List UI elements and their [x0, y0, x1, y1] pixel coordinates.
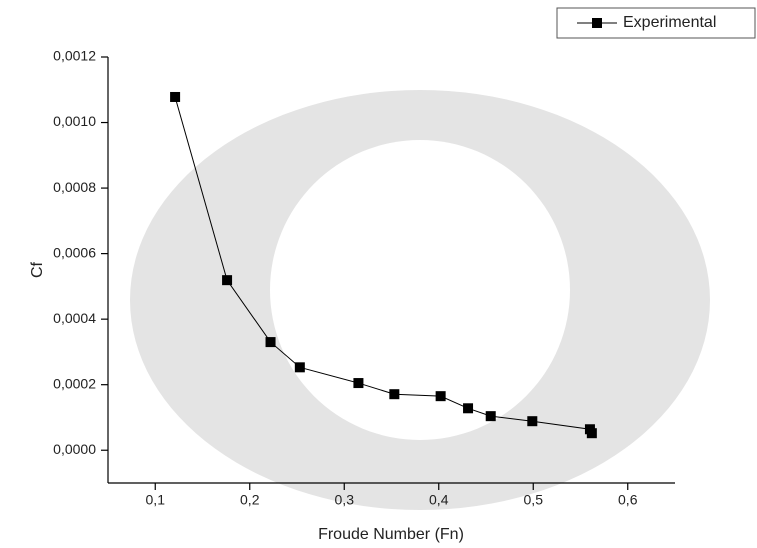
y-tick-label: 0,0002 — [53, 375, 96, 391]
data-point — [222, 275, 233, 286]
data-point — [435, 391, 446, 402]
y-tick-label: 0,0010 — [53, 113, 96, 129]
data-point — [353, 378, 364, 389]
watermark-inner — [270, 140, 570, 440]
legend-marker — [592, 18, 602, 28]
data-point — [389, 389, 400, 400]
x-tick-label: 0,5 — [524, 492, 544, 508]
y-tick-label: 0,0006 — [53, 244, 96, 260]
data-point — [265, 337, 276, 348]
data-point — [527, 416, 538, 427]
data-point — [485, 411, 496, 422]
data-point — [586, 428, 597, 439]
y-tick-label: 0,0004 — [53, 310, 96, 326]
legend: Experimental — [556, 7, 756, 39]
x-tick-label: 0,2 — [240, 492, 260, 508]
x-tick-label: 0,6 — [618, 492, 638, 508]
x-tick-label: 0,4 — [429, 492, 449, 508]
y-tick-label: 0,0008 — [53, 179, 96, 195]
x-tick-label: 0,1 — [146, 492, 166, 508]
data-point — [170, 91, 181, 102]
legend-label: Experimental — [623, 14, 716, 31]
x-tick-label: 0,3 — [335, 492, 355, 508]
y-tick-label: 0,0000 — [53, 441, 96, 457]
y-tick-label: 0,0012 — [53, 48, 96, 64]
y-axis-title: Cf — [29, 261, 46, 278]
series-line — [174, 96, 593, 434]
data-point — [463, 403, 474, 414]
x-axis-title: Froude Number (Fn) — [318, 526, 464, 543]
data-point — [294, 362, 305, 373]
